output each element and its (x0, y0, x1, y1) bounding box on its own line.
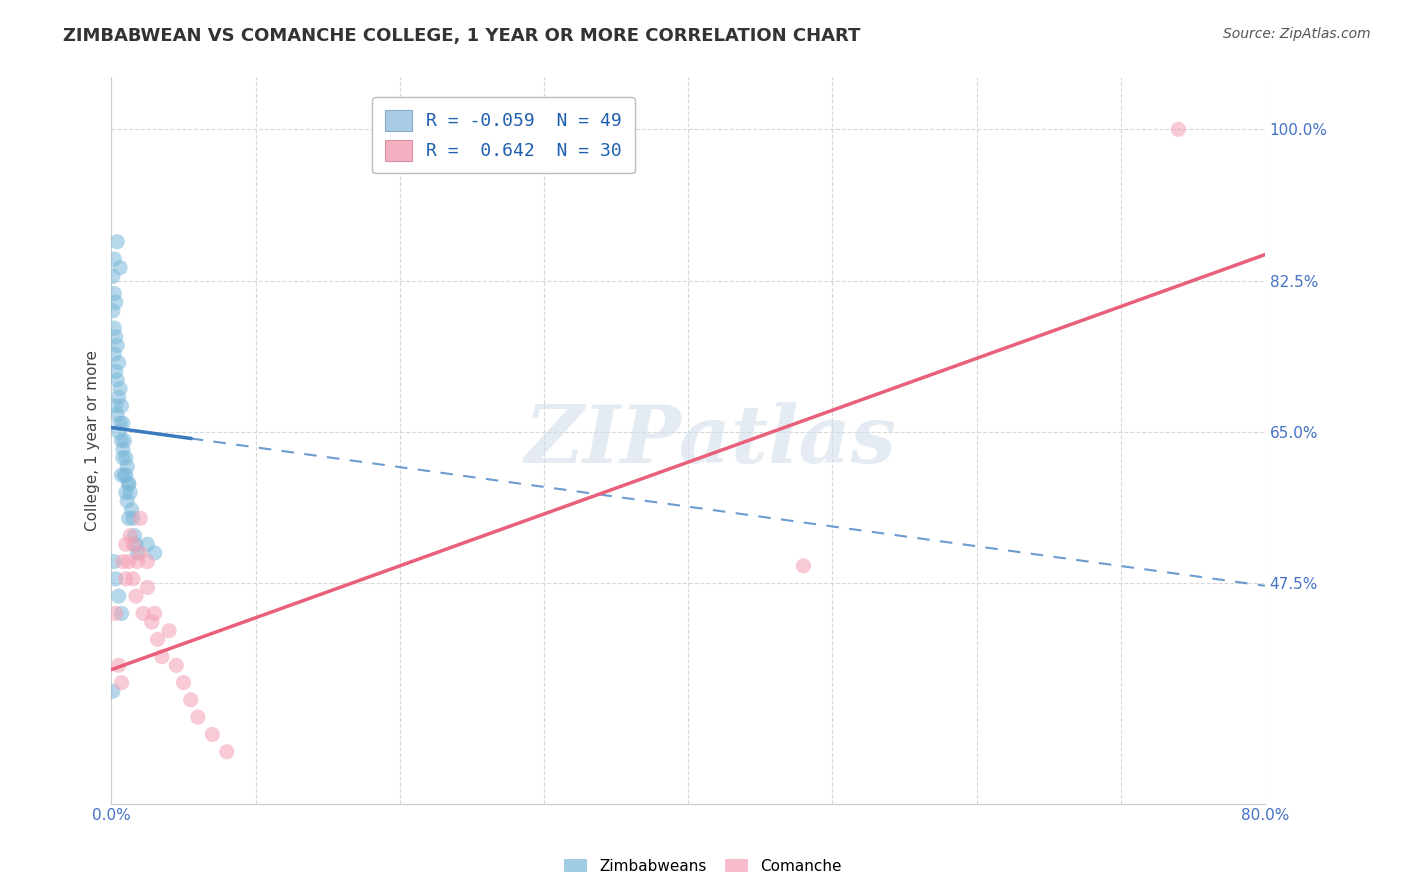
Point (117, 494, 139, 508)
Legend: R = -0.059  N = 49, R =  0.642  N = 30: R = -0.059 N = 49, R = 0.642 N = 30 (373, 97, 636, 173)
Point (118, 476, 141, 491)
Point (157, 624, 180, 638)
Point (101, 269, 124, 284)
Point (104, 572, 127, 586)
Legend: Zimbabweans, Comanche: Zimbabweans, Comanche (558, 853, 848, 880)
Point (112, 434, 135, 448)
Point (125, 537, 148, 551)
Point (103, 347, 125, 361)
Point (136, 555, 159, 569)
Point (143, 546, 166, 560)
Point (107, 589, 129, 603)
Point (165, 658, 187, 673)
Point (114, 468, 136, 483)
Point (111, 555, 134, 569)
Point (104, 330, 127, 344)
Point (112, 468, 135, 483)
Point (118, 476, 141, 491)
Point (146, 632, 169, 647)
Point (114, 537, 136, 551)
Point (110, 468, 132, 483)
Point (122, 511, 145, 525)
Point (107, 390, 129, 404)
Point (104, 399, 127, 413)
Point (107, 425, 129, 439)
Point (127, 555, 149, 569)
Point (110, 607, 132, 621)
Point (122, 537, 145, 551)
Point (105, 235, 128, 249)
Point (129, 511, 152, 525)
Point (124, 528, 146, 542)
Text: ZIPatlas: ZIPatlas (526, 401, 897, 479)
Point (136, 581, 159, 595)
Point (110, 434, 132, 448)
Point (122, 572, 145, 586)
Point (107, 356, 129, 370)
Text: ZIMBABWEAN VS COMANCHE COLLEGE, 1 YEAR OR MORE CORRELATION CHART: ZIMBABWEAN VS COMANCHE COLLEGE, 1 YEAR O… (63, 27, 860, 45)
Point (121, 502, 143, 516)
Point (111, 442, 134, 457)
Text: Source: ZipAtlas.com: Source: ZipAtlas.com (1223, 27, 1371, 41)
Point (108, 416, 131, 430)
Point (105, 373, 128, 387)
Point (111, 416, 134, 430)
Point (105, 408, 128, 422)
Point (104, 607, 127, 621)
Point (180, 693, 202, 707)
Point (103, 252, 125, 266)
Point (173, 675, 195, 690)
Point (120, 485, 142, 500)
Point (114, 450, 136, 465)
Point (792, 558, 814, 573)
Point (141, 615, 163, 629)
Point (110, 675, 132, 690)
Point (150, 649, 173, 664)
Point (201, 727, 224, 741)
Point (108, 260, 131, 275)
Point (104, 295, 127, 310)
Point (136, 537, 159, 551)
Point (104, 364, 127, 378)
Point (105, 338, 128, 352)
Point (127, 546, 149, 560)
Point (132, 607, 155, 621)
Point (215, 745, 238, 759)
Point (117, 459, 139, 474)
Point (101, 684, 124, 698)
Point (187, 710, 209, 724)
Point (1167, 122, 1189, 136)
Point (143, 607, 166, 621)
Point (118, 511, 141, 525)
Point (111, 450, 134, 465)
Point (101, 303, 124, 318)
Point (125, 589, 148, 603)
Point (129, 546, 152, 560)
Point (108, 382, 131, 396)
Point (118, 555, 141, 569)
Point (107, 658, 129, 673)
Point (103, 286, 125, 301)
Point (120, 528, 142, 542)
Y-axis label: College, 1 year or more: College, 1 year or more (86, 350, 100, 531)
Point (114, 485, 136, 500)
Point (103, 321, 125, 335)
Point (110, 399, 132, 413)
Point (114, 572, 136, 586)
Point (103, 555, 125, 569)
